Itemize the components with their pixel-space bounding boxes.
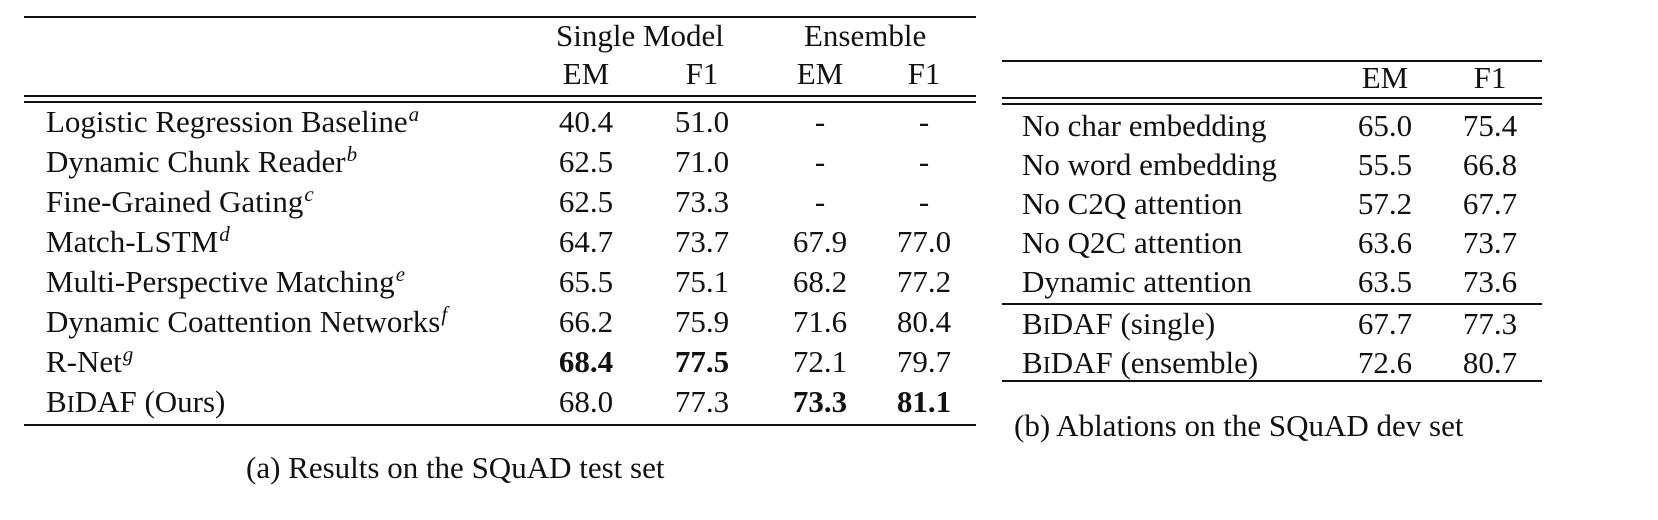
- table-cell: -: [814, 184, 826, 219]
- col-header-single-f1: F1: [685, 56, 719, 91]
- row-name: No char embedding: [1022, 108, 1267, 143]
- row-name: No word embedding: [1022, 147, 1277, 182]
- row-name: Dynamic Chunk Readerb: [46, 142, 358, 179]
- row-name: BIDAF (Ours): [46, 384, 226, 419]
- table-cell: 80.4: [896, 304, 952, 339]
- table-cell: 65.0: [1357, 108, 1413, 143]
- table-cell: 55.5: [1357, 147, 1413, 182]
- table-cell: 72.1: [792, 344, 848, 379]
- top-rule: [24, 16, 976, 18]
- table-cell: 73.3: [792, 384, 848, 419]
- col-header-ensemble-f1: F1: [907, 56, 941, 91]
- table-cell: 65.5: [558, 264, 614, 299]
- table-cell: 73.6: [1462, 264, 1518, 299]
- row-name: Dynamic attention: [1022, 264, 1252, 299]
- header-rule-2: [1002, 103, 1542, 105]
- col-header-em: EM: [1361, 60, 1409, 95]
- table-cell: 75.1: [674, 264, 730, 299]
- row-name: BIDAF (single): [1022, 306, 1216, 341]
- header-rule-2: [24, 101, 976, 103]
- row-name: Match-LSTMd: [46, 222, 230, 259]
- group-header-single-model: Single Model: [556, 18, 724, 53]
- table-cell: 77.5: [674, 344, 730, 379]
- table-cell: -: [918, 104, 930, 139]
- footnote-marker: b: [346, 142, 358, 166]
- row-name: BIDAF (ensemble): [1022, 345, 1259, 380]
- table-cell: 75.4: [1462, 108, 1518, 143]
- row-name: Dynamic Coattention Networksf: [46, 302, 448, 339]
- row-name: Logistic Regression Baselinea: [46, 102, 420, 139]
- col-header-f1: F1: [1473, 60, 1507, 95]
- table-cell: 66.2: [558, 304, 614, 339]
- table-cell: -: [918, 184, 930, 219]
- table-cell: 62.5: [558, 184, 614, 219]
- table-cell: -: [814, 144, 826, 179]
- table-cell: 81.1: [896, 384, 952, 419]
- row-name: R-Netg: [46, 342, 134, 379]
- table-cell: 68.0: [558, 384, 614, 419]
- table-cell: 71.6: [792, 304, 848, 339]
- bottom-rule: [24, 424, 976, 426]
- footnote-marker: g: [122, 342, 134, 366]
- table-cell: 79.7: [896, 344, 952, 379]
- table-cell: 73.3: [674, 184, 730, 219]
- table-cell: 62.5: [558, 144, 614, 179]
- row-name: Fine-Grained Gatingc: [46, 182, 314, 219]
- header-rule-1: [24, 95, 976, 97]
- table-cell: 73.7: [674, 224, 730, 259]
- top-rule: [1002, 60, 1542, 62]
- table-cell: 57.2: [1357, 186, 1413, 221]
- table-cell: -: [814, 104, 826, 139]
- row-name: No C2Q attention: [1022, 186, 1243, 221]
- mid-rule: [1002, 303, 1542, 305]
- caption-a: (a) Results on the SQuAD test set: [246, 450, 665, 485]
- table-cell: 75.9: [674, 304, 730, 339]
- table-cell: 77.0: [896, 224, 952, 259]
- table-cell: 67.9: [792, 224, 848, 259]
- footnote-marker: a: [408, 102, 420, 126]
- footnote-marker: e: [395, 262, 406, 286]
- table-cell: -: [918, 144, 930, 179]
- col-header-ensemble-em: EM: [796, 56, 844, 91]
- table-cell: 77.3: [674, 384, 730, 419]
- table-cell: 68.2: [792, 264, 848, 299]
- bottom-rule: [1002, 380, 1542, 382]
- table-cell: 51.0: [674, 104, 730, 139]
- table-cell: 63.5: [1357, 264, 1413, 299]
- table-cell: 67.7: [1462, 186, 1518, 221]
- table-cell: 64.7: [558, 224, 614, 259]
- table-cell: 67.7: [1357, 306, 1413, 341]
- row-name: Multi-Perspective Matchinge: [46, 262, 406, 299]
- footnote-marker: c: [304, 182, 314, 206]
- table-cell: 73.7: [1462, 225, 1518, 260]
- table-cell: 77.3: [1462, 306, 1518, 341]
- table-cell: 66.8: [1462, 147, 1518, 182]
- footnote-marker: d: [219, 222, 230, 246]
- table-cell: 80.7: [1462, 345, 1518, 380]
- table-cell: 68.4: [558, 344, 614, 379]
- table-cell: 71.0: [674, 144, 730, 179]
- table-cell: 40.4: [558, 104, 614, 139]
- group-header-ensemble: Ensemble: [804, 18, 927, 53]
- header-rule-1: [1002, 97, 1542, 99]
- footnote-marker: f: [441, 302, 448, 326]
- col-header-single-em: EM: [562, 56, 610, 91]
- table-cell: 63.6: [1357, 225, 1413, 260]
- table-cell: 77.2: [896, 264, 952, 299]
- table-cell: 72.6: [1357, 345, 1413, 380]
- row-name: No Q2C attention: [1022, 225, 1243, 260]
- caption-b: (b) Ablations on the SQuAD dev set: [1014, 408, 1464, 443]
